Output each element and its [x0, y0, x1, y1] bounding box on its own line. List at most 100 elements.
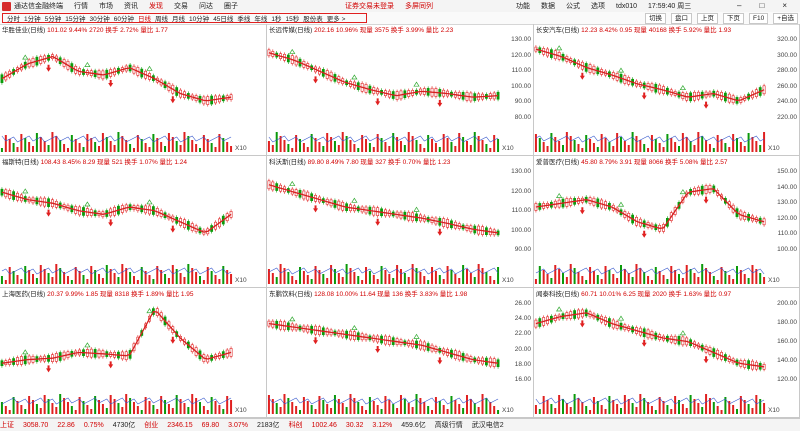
volume-chart[interactable]: [267, 386, 500, 414]
period-more[interactable]: 更多 >: [326, 16, 346, 23]
volume-bar: [558, 269, 561, 284]
volume-bar: [747, 133, 750, 152]
menu-item-markets[interactable]: 市场: [99, 3, 113, 10]
menu-item-market[interactable]: 行情: [74, 3, 88, 10]
volume-bar: [604, 409, 607, 414]
volume-bar: [302, 397, 305, 414]
volume-bar: [267, 395, 270, 414]
chart-panel[interactable]: 爱普医疗(日线) 45.80 8.79% 3.91 现量 8066 换手 5.0…: [534, 156, 800, 288]
volume-bar: [485, 398, 488, 414]
multi-screen-link[interactable]: 多屏同列: [405, 3, 433, 10]
chart-panel[interactable]: 上海医药(日线) 20.37 9.99% 1.85 现量 8318 换手 1.8…: [0, 288, 267, 418]
period-60m[interactable]: 60分钟: [113, 16, 134, 23]
volume-bar: [226, 396, 229, 414]
candlestick-chart[interactable]: [0, 296, 233, 382]
volume-chart[interactable]: [0, 386, 233, 414]
menu-item-discover[interactable]: 发现: [149, 3, 163, 10]
switch-button[interactable]: 切换: [645, 12, 666, 24]
minimize-icon[interactable]: –: [737, 1, 742, 10]
menu-item-options[interactable]: 选项: [591, 3, 605, 10]
volume-ma-line: [268, 397, 499, 405]
volume-bar: [647, 148, 650, 152]
volume-chart[interactable]: [534, 124, 766, 152]
menu-item-circle[interactable]: 圈子: [224, 3, 238, 10]
volume-bar: [693, 145, 696, 152]
volume-bar: [12, 397, 15, 414]
candlestick-chart[interactable]: [534, 296, 766, 382]
close-icon[interactable]: ×: [782, 1, 787, 10]
volume-bar: [191, 268, 194, 284]
volume-bar: [156, 266, 159, 284]
period-monthly[interactable]: 月线: [171, 16, 185, 23]
f10-button[interactable]: F10: [749, 12, 769, 24]
period-1s[interactable]: 1秒: [271, 16, 282, 23]
volume-bar: [577, 144, 580, 152]
premium-quote-label[interactable]: 高级行情: [434, 422, 463, 429]
page-up-button[interactable]: 上页: [697, 12, 718, 24]
volume-bar: [330, 265, 333, 284]
candlestick-chart[interactable]: [267, 164, 500, 252]
menu-item-ask[interactable]: 问达: [199, 3, 213, 10]
volume-bar: [647, 402, 650, 414]
chart-panel[interactable]: 科沃斯(日线) 89.80 8.49% 7.80 现量 327 换手 0.70%…: [267, 156, 534, 288]
chart-panel[interactable]: 闻泰科技(日线) 60.71 10.01% 6.25 现量 2020 换手 1.…: [534, 288, 800, 418]
volume-bar: [230, 274, 233, 284]
volume-bar: [167, 133, 170, 152]
candlestick-chart[interactable]: [534, 164, 766, 252]
period-10m[interactable]: 10分钟: [188, 16, 210, 23]
index-cy-label[interactable]: 创业: [144, 422, 159, 429]
volume-bar: [534, 405, 537, 414]
trade-login-link[interactable]: 证券交易未登录: [345, 3, 394, 10]
volume-bar: [693, 273, 696, 284]
period-weekly[interactable]: 周线: [154, 16, 168, 23]
add-watchlist-button[interactable]: +自选: [773, 12, 798, 24]
menu-item-data[interactable]: 数据: [541, 3, 555, 10]
volume-chart[interactable]: [0, 124, 233, 152]
volume-chart[interactable]: [534, 256, 766, 284]
menu-item-trade[interactable]: 交易: [174, 3, 188, 10]
period-5m[interactable]: 5分钟: [44, 16, 62, 23]
period-daily[interactable]: 日线: [137, 16, 151, 23]
chart-panel[interactable]: 东鹏饮料(日线) 128.08 10.00% 11.64 现量 136 换手 3…: [267, 288, 534, 418]
chart-panel[interactable]: 长远传媒(日线) 202.16 10.96% 现量 3575 换手 3.99% …: [267, 24, 534, 156]
volume-chart[interactable]: [267, 256, 500, 284]
maximize-icon[interactable]: □: [759, 1, 765, 10]
menu-item-func[interactable]: 功能: [516, 3, 530, 10]
candlestick-chart[interactable]: [0, 32, 233, 120]
sell-signal-icon: [413, 206, 420, 212]
period-shares[interactable]: 股份表: [303, 16, 323, 23]
chart-panel[interactable]: 华胜佳业(日线) 101.02 9.44% 2720 换手 2.72% 量比 1…: [0, 24, 267, 156]
volume-chart[interactable]: [267, 124, 500, 152]
orderbook-button[interactable]: 盘口: [671, 12, 692, 24]
period-1m[interactable]: 1分钟: [24, 16, 41, 23]
candlestick-chart[interactable]: [0, 164, 233, 252]
candlestick-chart[interactable]: [267, 32, 500, 120]
period-quarter[interactable]: 季线: [237, 16, 251, 23]
period-45d[interactable]: 45日线: [213, 16, 234, 23]
chart-panel[interactable]: 福斯特(日线) 108.43 8.45% 8.29 现量 521 换手 1.07…: [0, 156, 267, 288]
period-15m[interactable]: 15分钟: [65, 16, 86, 23]
volume-bar: [113, 399, 116, 414]
volume-chart[interactable]: [0, 256, 233, 284]
index-sh-label[interactable]: 上证: [0, 422, 14, 429]
volume-bar: [565, 277, 568, 284]
volume-bar: [670, 409, 673, 414]
chart-panel[interactable]: 长安汽车(日线) 12.23 8.42% 0.95 现量 40168 换手 5.…: [534, 24, 800, 156]
period-30m[interactable]: 30分钟: [89, 16, 110, 23]
index-kc-label[interactable]: 科创: [288, 422, 303, 429]
volume-bar: [396, 137, 399, 152]
period-intraday[interactable]: 分时: [7, 16, 20, 23]
candlestick-chart[interactable]: [534, 32, 766, 120]
candlestick-chart[interactable]: [267, 296, 500, 382]
price-axis-label: 120.00: [777, 214, 797, 222]
volume-chart[interactable]: [534, 386, 766, 414]
volume-bar: [701, 264, 704, 284]
volume-bar: [751, 408, 754, 414]
menu-item-formula[interactable]: 公式: [566, 3, 580, 10]
page-down-button[interactable]: 下页: [723, 12, 744, 24]
period-year[interactable]: 年线: [254, 16, 268, 23]
menu-item-news[interactable]: 资讯: [124, 3, 138, 10]
volume-bar: [585, 280, 588, 284]
period-15s[interactable]: 15秒: [285, 16, 300, 23]
stock-name: 福斯特(日线): [2, 159, 39, 166]
